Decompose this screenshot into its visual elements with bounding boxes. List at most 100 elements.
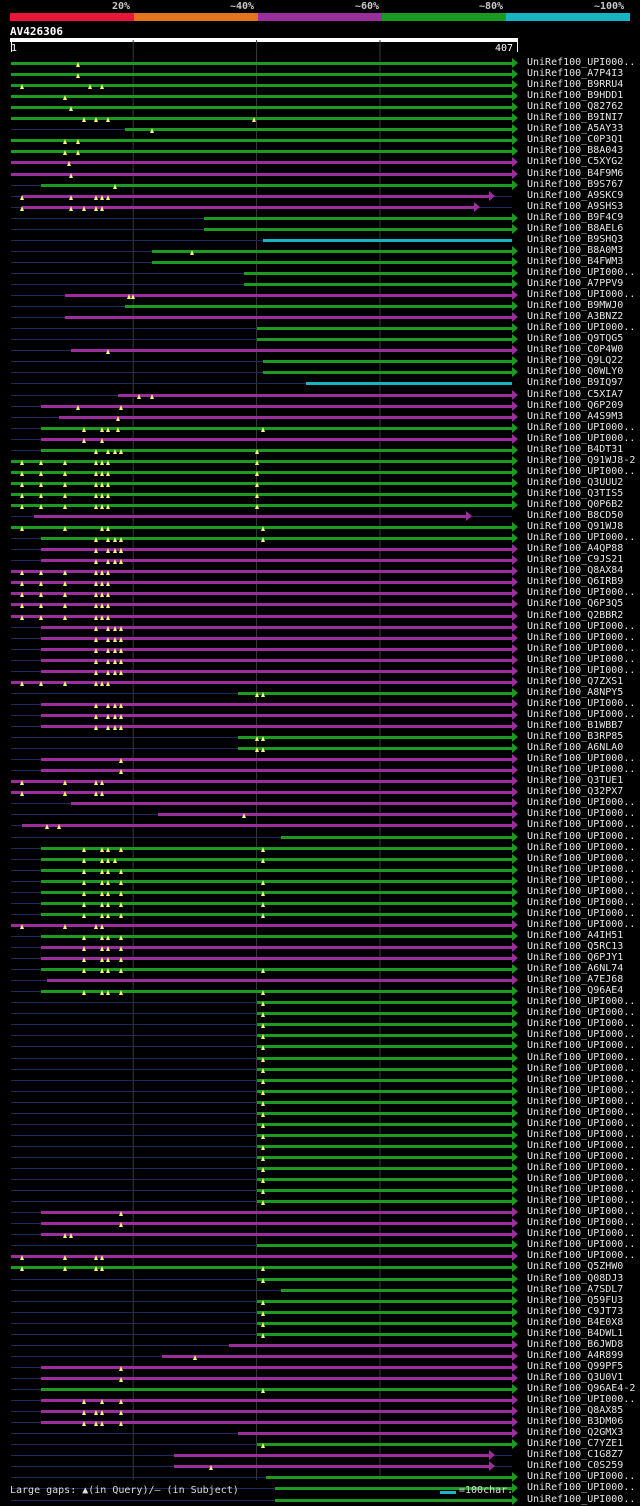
hit-row[interactable]: UniRef100_Q91WJ8 [0, 521, 640, 533]
hit-label[interactable]: UniRef100_A7P4I3 [527, 68, 624, 80]
hit-label[interactable]: UniRef100_Q6P209 [527, 399, 624, 411]
alignment-segment[interactable] [256, 1277, 512, 1281]
hit-row[interactable]: UniRef100_UPI000.. [0, 875, 640, 887]
hit-label[interactable]: UniRef100_Q7ZXS1 [527, 675, 624, 687]
hit-row[interactable]: UniRef100_Q3TIS5 [0, 488, 640, 500]
hit-label[interactable]: UniRef100_B9IQ97 [527, 377, 624, 389]
alignment-segment[interactable] [40, 1410, 512, 1414]
hit-label[interactable]: UniRef100_UPI000.. [527, 1482, 636, 1494]
hit-label[interactable]: UniRef100_C9JS21 [527, 554, 624, 566]
alignment-segment[interactable] [40, 404, 512, 408]
alignment-segment[interactable] [275, 1487, 512, 1491]
hit-row[interactable]: UniRef100_A5AY33 [0, 123, 640, 135]
hit-label[interactable]: UniRef100_UPI000.. [527, 1106, 636, 1118]
hit-label[interactable]: UniRef100_B4F9M6 [527, 167, 624, 179]
alignment-segment[interactable] [40, 426, 512, 430]
hit-label[interactable]: UniRef100_UPI000.. [527, 1206, 636, 1218]
alignment-segment[interactable] [256, 1012, 512, 1016]
alignment-segment[interactable] [40, 857, 512, 861]
hit-label[interactable]: UniRef100_UPI000.. [527, 1073, 636, 1085]
alignment-segment[interactable] [256, 1111, 512, 1115]
hit-row[interactable]: UniRef100_UPI000.. [0, 643, 640, 655]
hit-row[interactable]: UniRef100_UPI000.. [0, 797, 640, 809]
hit-row[interactable]: UniRef100_A6NL74 [0, 963, 640, 975]
hit-row[interactable]: UniRef100_UPI000.. [0, 698, 640, 710]
alignment-segment[interactable] [11, 923, 512, 927]
hit-row[interactable]: UniRef100_UPI000.. [0, 842, 640, 854]
hit-label[interactable]: UniRef100_B1WBB7 [527, 720, 624, 731]
hit-label[interactable]: UniRef100_B4E0X8 [527, 1316, 624, 1328]
alignment-segment[interactable] [40, 901, 512, 905]
hit-label[interactable]: UniRef100_Q6P3Q5 [527, 598, 624, 610]
alignment-segment[interactable] [40, 990, 512, 994]
hit-row[interactable]: UniRef100_Q82762 [0, 101, 640, 113]
alignment-segment[interactable] [11, 492, 512, 496]
alignment-segment[interactable] [244, 283, 512, 286]
hit-row[interactable]: UniRef100_Q99PF5 [0, 1360, 640, 1373]
alignment-segment[interactable] [238, 1432, 512, 1436]
hit-label[interactable]: UniRef100_B3DM06 [527, 1416, 624, 1428]
hit-label[interactable]: UniRef100_B8A0M3 [527, 244, 624, 256]
alignment-segment[interactable] [256, 1167, 512, 1170]
hit-label[interactable]: UniRef100_A3BNZ2 [527, 311, 624, 323]
hit-row[interactable]: UniRef100_Q6IRB9 [0, 576, 640, 588]
alignment-segment[interactable] [40, 879, 512, 883]
hit-row[interactable]: UniRef100_UPI000.. [0, 764, 640, 776]
hit-row[interactable]: UniRef100_UPI000.. [0, 1184, 640, 1196]
hit-row[interactable]: UniRef100_UPI000.. [0, 1206, 640, 1218]
hit-label[interactable]: UniRef100_C1G8Z7 [527, 1449, 624, 1461]
alignment-segment[interactable] [266, 1476, 512, 1480]
alignment-segment[interactable] [281, 1288, 512, 1292]
hit-label[interactable]: UniRef100_A9SHS3 [527, 200, 624, 212]
alignment-segment[interactable] [40, 669, 512, 673]
hit-row[interactable]: UniRef100_UPI000.. [0, 1073, 640, 1086]
alignment-segment[interactable] [244, 271, 512, 275]
hit-row[interactable]: UniRef100_Q5RC13 [0, 941, 640, 953]
hit-label[interactable]: UniRef100_Q6PJY1 [527, 952, 624, 964]
hit-row[interactable]: UniRef100_UPI000.. [0, 919, 640, 931]
alignment-segment[interactable] [40, 559, 512, 563]
hit-row[interactable]: UniRef100_UPI000.. [0, 466, 640, 478]
hit-row[interactable]: UniRef100_Q59FU3 [0, 1295, 640, 1307]
hit-label[interactable]: UniRef100_UPI000.. [527, 1173, 636, 1185]
alignment-segment[interactable] [40, 934, 512, 938]
alignment-segment[interactable] [22, 824, 512, 828]
alignment-segment[interactable] [40, 1399, 512, 1403]
hit-label[interactable]: UniRef100_UPI000.. [527, 1040, 636, 1052]
hit-label[interactable]: UniRef100_B9HDD1 [527, 90, 624, 102]
alignment-segment[interactable] [40, 1222, 512, 1226]
alignment-segment[interactable] [256, 1078, 512, 1082]
hit-label[interactable]: UniRef100_A4R899 [527, 1349, 624, 1361]
alignment-segment[interactable] [40, 658, 512, 662]
hit-row[interactable]: UniRef100_A4S9M3 [0, 411, 640, 423]
hit-row[interactable]: UniRef100_UPI000.. [0, 621, 640, 633]
alignment-segment[interactable] [238, 691, 512, 695]
hit-label[interactable]: UniRef100_UPI000.. [527, 587, 636, 599]
hit-row[interactable]: UniRef100_Q5ZHW0 [0, 1261, 640, 1273]
hit-label[interactable]: UniRef100_UPI000.. [527, 764, 636, 776]
alignment-segment[interactable] [40, 437, 512, 441]
alignment-segment[interactable] [256, 1100, 512, 1104]
hit-label[interactable]: UniRef100_B8AEL6 [527, 222, 624, 234]
alignment-segment[interactable] [71, 802, 512, 806]
alignment-segment[interactable] [256, 1089, 512, 1093]
hit-row[interactable]: UniRef100_UPI000.. [0, 1106, 640, 1119]
hit-row[interactable]: UniRef100_UPI000.. [0, 996, 640, 1008]
hit-label[interactable]: UniRef100_UPI000.. [527, 1139, 636, 1151]
hit-row[interactable]: UniRef100_UPI000.. [0, 831, 640, 843]
hit-row[interactable]: UniRef100_UPI000.. [0, 1029, 640, 1041]
hit-row[interactable]: UniRef100_UPI000.. [0, 1162, 640, 1174]
alignment-segment[interactable] [11, 603, 512, 607]
hit-label[interactable]: UniRef100_C7YZE1 [527, 1438, 624, 1450]
alignment-segment[interactable] [40, 1388, 512, 1391]
hit-row[interactable]: UniRef100_UPI000.. [0, 1118, 640, 1130]
hit-label[interactable]: UniRef100_Q99PF5 [527, 1360, 624, 1372]
hit-label[interactable]: UniRef100_UPI000.. [527, 1128, 636, 1140]
hit-row[interactable]: UniRef100_B3RP85 [0, 731, 640, 743]
hit-label[interactable]: UniRef100_UPI000.. [527, 653, 636, 665]
hit-label[interactable]: UniRef100_UPI000.. [527, 664, 636, 676]
hit-row[interactable]: UniRef100_Q91WJ8-2 [0, 455, 640, 467]
hit-label[interactable]: UniRef100_Q5ZHW0 [527, 1261, 624, 1273]
hit-row[interactable]: UniRef100_UPI000.. [0, 864, 640, 876]
hit-row[interactable]: UniRef100_B9SHQ3 [0, 234, 640, 246]
